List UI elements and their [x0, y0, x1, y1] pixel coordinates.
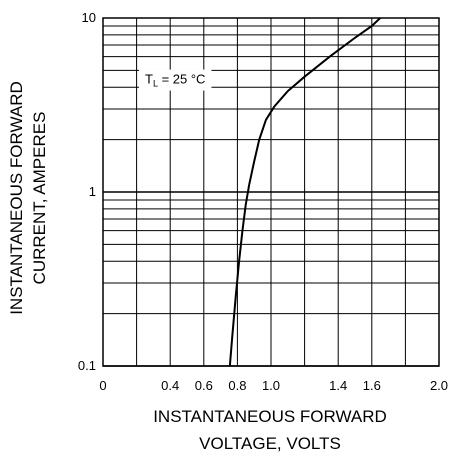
x-tick-label: 1.6: [363, 378, 381, 393]
x-axis-title-line-1: INSTANTANEOUS FORWARD: [153, 407, 387, 426]
annotation-symbol: T: [145, 72, 153, 87]
forward-voltage-curve: [228, 17, 381, 367]
y-axis-title-line-1: INSTANTANEOUS FORWARD: [7, 81, 26, 315]
x-tick-label: 1.0: [262, 378, 280, 393]
plot-frame: [102, 17, 440, 367]
x-axis-title-line-2: VOLTAGE, VOLTS: [199, 434, 341, 453]
annotation-subscript: L: [153, 79, 158, 89]
x-tick-label: 0.4: [161, 378, 179, 393]
annotation-background: [139, 69, 212, 91]
tick-labels: 0 0.4 0.6 0.8 1.0 1.4 1.6 2.0 0.1 1 10: [78, 10, 448, 393]
annotation-text: TL = 25 °C: [145, 72, 205, 89]
x-tick-label: 0.8: [228, 378, 246, 393]
temperature-annotation: TL = 25 °C: [139, 69, 212, 91]
x-tick-label: 0: [99, 378, 106, 393]
x-tick-label: 2.0: [430, 378, 448, 393]
y-tick-label: 0.1: [78, 358, 96, 373]
y-tick-label: 1: [89, 184, 96, 199]
x-tick-label: 0.6: [195, 378, 213, 393]
y-axis-title: INSTANTANEOUS FORWARD CURRENT, AMPERES: [7, 81, 49, 315]
annotation-value: = 25 °C: [158, 72, 205, 87]
y-tick-label: 10: [82, 10, 96, 25]
x-tick-label: 1.4: [329, 378, 347, 393]
y-axis-title-line-2: CURRENT, AMPERES: [30, 112, 49, 285]
